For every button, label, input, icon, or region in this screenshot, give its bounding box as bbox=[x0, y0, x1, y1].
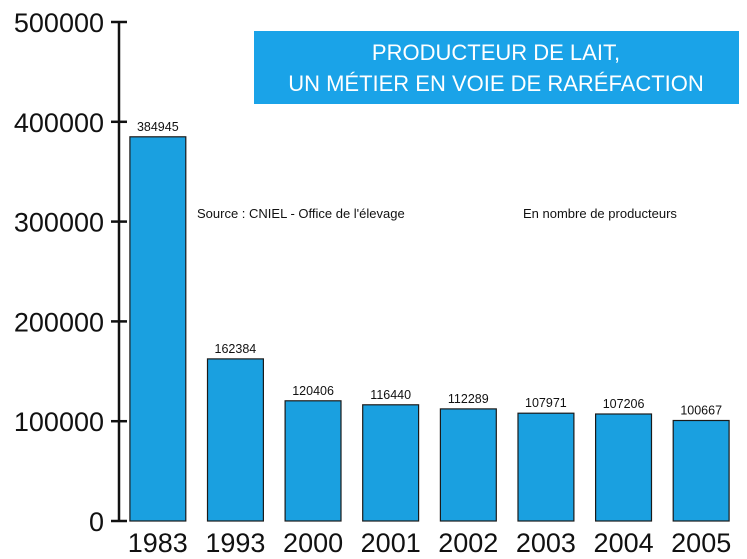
data-label-2001: 116440 bbox=[370, 388, 411, 402]
chart-title-line-1: PRODUCTEUR DE LAIT, bbox=[372, 40, 620, 65]
data-label-1993: 162384 bbox=[215, 342, 257, 356]
bar-2001 bbox=[362, 404, 420, 522]
y-tick-label-0: 0 bbox=[89, 507, 104, 537]
chart-title-line-2: UN MÉTIER EN VOIE DE RARÉFACTION bbox=[288, 71, 704, 96]
bar-1983 bbox=[129, 136, 187, 522]
data-label-2004: 107206 bbox=[603, 397, 645, 411]
category-label-2005: 2005 bbox=[671, 528, 731, 558]
category-label-1983: 1983 bbox=[128, 528, 188, 558]
bar-2000 bbox=[284, 400, 342, 522]
category-label-2000: 2000 bbox=[283, 528, 343, 558]
data-label-2003: 107971 bbox=[525, 396, 567, 410]
bar-2005 bbox=[672, 419, 730, 522]
category-label-2001: 2001 bbox=[361, 528, 421, 558]
unit-note: En nombre de producteurs bbox=[523, 206, 677, 221]
y-tick-label-400000: 400000 bbox=[14, 108, 104, 138]
bar-1993 bbox=[206, 358, 265, 522]
data-label-2000: 120406 bbox=[292, 384, 334, 398]
y-axis-tick-labels: 0 100000 200000 300000 400000 500000 bbox=[14, 8, 104, 537]
y-tick-label-300000: 300000 bbox=[14, 208, 104, 238]
category-label-2002: 2002 bbox=[438, 528, 498, 558]
bar-2002 bbox=[439, 408, 497, 522]
data-label-1983: 384945 bbox=[137, 120, 179, 134]
x-axis-category-labels: 1983 1993 2000 2001 2002 2003 2004 2005 bbox=[128, 528, 731, 558]
category-label-2004: 2004 bbox=[594, 528, 654, 558]
bar-2003 bbox=[517, 412, 575, 522]
source-note: Source : CNIEL - Office de l'élevage bbox=[197, 206, 405, 221]
y-tick-label-500000: 500000 bbox=[14, 8, 104, 38]
data-label-2002: 112289 bbox=[448, 392, 489, 406]
data-labels: 384945 162384 120406 116440 112289 107971 1072… bbox=[137, 120, 722, 418]
y-tick-label-100000: 100000 bbox=[14, 407, 104, 437]
bars bbox=[129, 136, 730, 522]
y-axis-ticks bbox=[111, 20, 127, 523]
category-label-2003: 2003 bbox=[516, 528, 576, 558]
data-label-2005: 100667 bbox=[680, 404, 722, 418]
y-tick-label-200000: 200000 bbox=[14, 307, 104, 337]
bar-2004 bbox=[594, 413, 653, 522]
category-label-1993: 1993 bbox=[205, 528, 265, 558]
title-box bbox=[254, 31, 739, 104]
